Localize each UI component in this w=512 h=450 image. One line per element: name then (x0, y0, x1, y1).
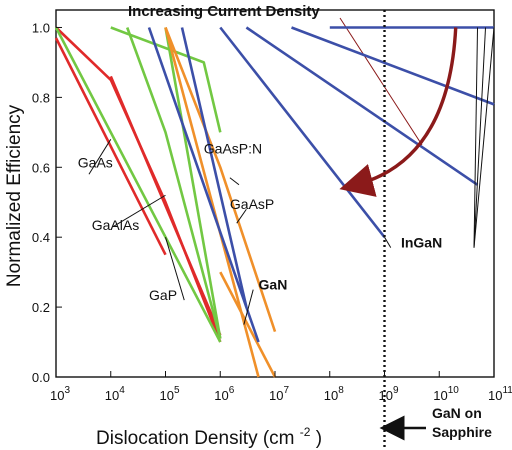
x-tick-label: 1011 (488, 385, 512, 403)
current-density-arrow (339, 27, 458, 197)
series-line-gaasp (164, 27, 277, 333)
x-tick-label: 109 (379, 385, 399, 403)
y-tick-label: 0.4 (32, 230, 50, 245)
series-labels: GaAs GaAlAs GaAsP:N GaAsP GaP GaN InGaN (78, 139, 442, 325)
series-line-ingan (291, 26, 495, 106)
series-line-gaalas (54, 26, 222, 343)
y-tick-label: 0.8 (32, 90, 50, 105)
x-axis-title-close: ) (316, 428, 322, 449)
sapphire-label: Sapphire (432, 424, 492, 440)
y-axis-title: Normalized Efficiency (4, 104, 25, 287)
series-line-ingan (219, 26, 386, 239)
gan-on-label: GaN on (432, 405, 482, 421)
series-line-gaasp (219, 271, 277, 378)
x-tick-label: 105 (160, 385, 180, 403)
x-tick-label: 103 (50, 385, 70, 403)
ingan-bracket-line (473, 27, 487, 248)
series-label-gaasp: GaAsP (230, 196, 274, 212)
x-tick-label: 106 (214, 385, 234, 403)
series-label-gaasp-n: GaAsP:N (204, 140, 262, 156)
x-axis-title-sup: -2 (300, 425, 311, 439)
plot-frame (55, 9, 495, 378)
plot-area: GaAs GaAlAs GaAsP:N GaAsP GaP GaN InGaN (54, 9, 495, 450)
series-label-gan: GaN (259, 277, 288, 293)
label-pointer (88, 139, 112, 175)
label-pointer (229, 177, 240, 186)
label-pointer (384, 236, 392, 248)
series-label-ingan: InGaN (401, 235, 442, 251)
label-pointer (243, 289, 254, 325)
series-label-gap: GaP (149, 287, 177, 303)
ingan-bracket-line (473, 27, 495, 248)
x-ticks: 103 104 105 106 107 108 109 1010 1011 (50, 371, 512, 403)
x-axis-title-main: Dislocation Density (cm (96, 428, 295, 449)
y-tick-label: 0.0 (32, 370, 50, 385)
series-line-gan (147, 27, 260, 343)
y-tick-label: 0.2 (32, 300, 50, 315)
label-pointer (165, 237, 185, 301)
y-ticks: 0.0 0.2 0.4 0.6 0.8 1.0 (32, 20, 62, 385)
ingan-bracket-line (473, 27, 479, 248)
series-line-gap (164, 27, 222, 339)
current-density-pointer (339, 17, 423, 146)
series-line-gap (110, 26, 222, 133)
series-label-gaas: GaAs (78, 154, 113, 170)
series-line-gaas (54, 37, 167, 256)
x-tick-label: 107 (269, 385, 289, 403)
y-tick-label: 0.6 (32, 160, 50, 175)
chart-title-annotation: Increasing Current Density (128, 3, 320, 20)
series-line-ingan (245, 26, 479, 186)
x-tick-label: 1010 (433, 385, 459, 403)
y-tick-label: 1.0 (32, 20, 50, 35)
series-line-gaasp (164, 27, 260, 378)
series-label-gaalas: GaAlAs (92, 217, 139, 233)
label-pointer (112, 194, 166, 228)
x-axis-title: Dislocation Density (cm -2 ) (96, 420, 322, 449)
label-pointer (236, 208, 247, 224)
series-line-gan (180, 27, 248, 308)
series-line-gap (125, 27, 222, 339)
x-tick-label: 104 (105, 385, 125, 403)
x-tick-label: 108 (324, 385, 344, 403)
series-line-gaas (109, 75, 222, 336)
